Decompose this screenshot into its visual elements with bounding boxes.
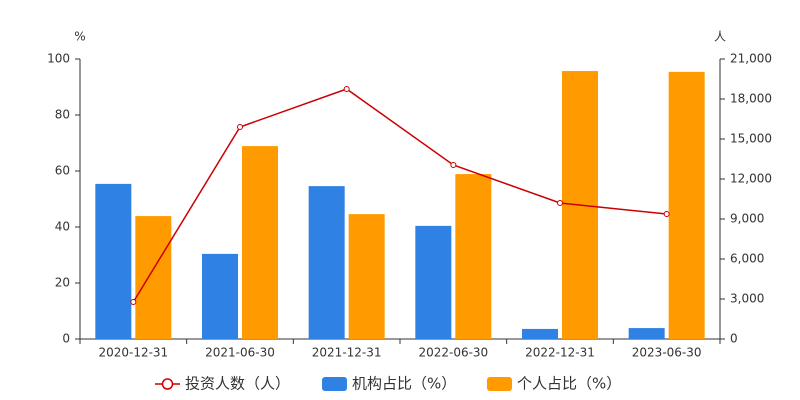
x-tick-label: 2020-12-31 xyxy=(98,346,168,360)
y2-tick-label: 21,000 xyxy=(730,52,772,66)
bar xyxy=(455,174,492,339)
legend-swatch xyxy=(322,377,347,391)
line-point xyxy=(237,124,243,130)
y2-tick-label: 15,000 xyxy=(730,132,772,146)
y2-axis-unit: 人 xyxy=(714,30,726,44)
legend-label: 投资人数（人） xyxy=(185,375,290,393)
bar xyxy=(308,186,345,339)
bar xyxy=(135,216,172,339)
y-tick-label: 20 xyxy=(55,276,70,290)
y-tick-label: 100 xyxy=(47,52,70,66)
line-point xyxy=(557,200,563,206)
y-tick-label: 40 xyxy=(55,220,70,234)
line-point xyxy=(450,162,457,168)
line xyxy=(132,88,667,303)
x-tick-label: 2022-06-30 xyxy=(418,346,488,360)
y2-tick-label: 0 xyxy=(730,332,738,346)
y2-tick-label: 12,000 xyxy=(730,172,772,186)
y2-tick-label: 18,000 xyxy=(730,92,772,106)
bar xyxy=(242,146,278,339)
x-tick-label: 2021-06-30 xyxy=(205,346,275,360)
legend-label: 个人占比（%） xyxy=(517,375,621,393)
bar xyxy=(522,328,558,339)
bar xyxy=(628,328,665,339)
y-axis-unit: % xyxy=(74,30,85,44)
x-tick-label: 2023-06-30 xyxy=(632,346,702,360)
line-point xyxy=(343,86,350,92)
y-tick-label: 80 xyxy=(55,108,70,122)
legend-label: 机构占比（%） xyxy=(352,375,456,393)
bar xyxy=(202,253,238,339)
y2-tick-label: 9,000 xyxy=(730,212,764,226)
legend-marker xyxy=(161,378,174,390)
line-point xyxy=(130,299,137,305)
y2-tick-label: 6,000 xyxy=(730,252,764,266)
bar xyxy=(95,183,132,339)
y-tick-label: 0 xyxy=(62,332,70,346)
y2-tick-label: 3,000 xyxy=(730,292,764,306)
x-tick-label: 2022-12-31 xyxy=(525,346,595,360)
bar xyxy=(348,214,385,339)
bar xyxy=(415,225,452,339)
line-point xyxy=(663,211,670,217)
legend-swatch xyxy=(487,377,512,391)
y-tick-label: 60 xyxy=(55,164,70,178)
x-tick-label: 2021-12-31 xyxy=(312,346,382,360)
bar xyxy=(668,71,705,339)
